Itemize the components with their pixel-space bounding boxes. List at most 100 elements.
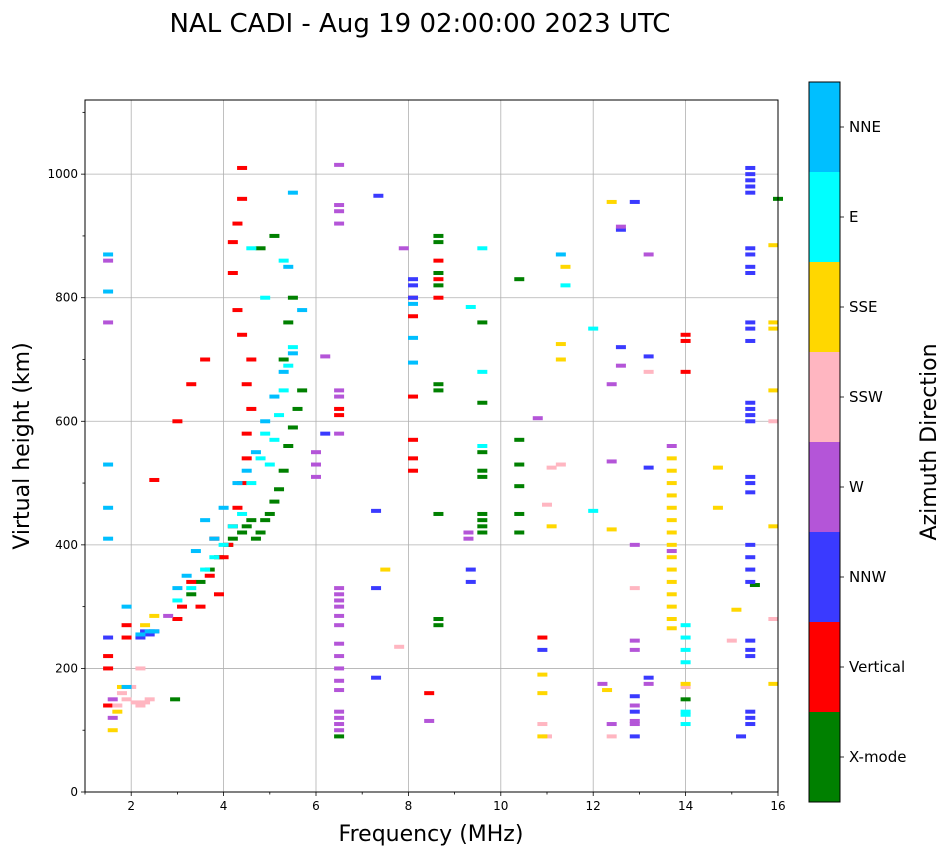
data-point	[666, 493, 677, 498]
y-tick-label: 400	[55, 538, 78, 552]
data-point	[745, 722, 756, 727]
data-point	[140, 700, 151, 705]
data-point	[334, 641, 345, 646]
data-point	[278, 258, 289, 263]
data-point	[680, 681, 691, 686]
data-point	[287, 351, 298, 356]
data-point	[463, 536, 474, 541]
data-point	[227, 271, 238, 275]
data-point	[463, 530, 474, 535]
data-point	[107, 697, 118, 702]
data-point	[408, 468, 419, 473]
data-point	[537, 672, 548, 677]
data-point	[371, 508, 382, 513]
data-point	[172, 586, 183, 591]
data-point	[241, 382, 252, 387]
data-point	[283, 264, 294, 269]
data-point	[666, 604, 677, 609]
data-point	[269, 233, 280, 238]
data-point	[643, 252, 654, 257]
data-point	[241, 524, 252, 529]
data-point	[745, 481, 756, 486]
data-point	[408, 437, 419, 442]
data-point	[408, 456, 419, 461]
data-point	[283, 320, 294, 325]
data-point	[200, 567, 211, 572]
data-point	[433, 240, 444, 245]
data-point	[195, 604, 206, 609]
data-point	[477, 518, 488, 523]
data-point	[745, 246, 756, 251]
data-point	[103, 654, 114, 659]
data-point	[246, 481, 257, 486]
data-point	[149, 629, 160, 634]
data-point	[597, 681, 608, 686]
x-tick-label: 8	[405, 799, 413, 813]
data-point	[745, 555, 756, 560]
data-point	[514, 511, 525, 516]
data-point	[666, 518, 677, 523]
data-point	[334, 388, 345, 393]
colorbar-tick-label: SSE	[849, 298, 878, 316]
data-point	[278, 388, 289, 393]
data-point	[745, 190, 756, 195]
data-point	[680, 697, 691, 702]
x-tick-label: 16	[770, 799, 785, 813]
data-point	[643, 369, 654, 374]
data-point	[465, 304, 476, 309]
y-tick-label: 200	[55, 661, 78, 675]
data-point	[144, 632, 155, 637]
data-point	[135, 635, 146, 640]
data-point	[255, 246, 266, 251]
data-point	[768, 681, 779, 686]
data-point	[643, 465, 654, 470]
data-point	[274, 487, 285, 492]
data-point	[250, 450, 261, 455]
data-point	[560, 264, 571, 269]
colorbar-tick-label: SSW	[849, 388, 883, 406]
data-point	[745, 715, 756, 720]
data-point	[745, 474, 756, 479]
colorbar-swatch	[809, 442, 840, 532]
data-point	[334, 678, 345, 683]
data-point	[237, 165, 248, 170]
data-point	[629, 703, 640, 708]
data-point	[745, 320, 756, 325]
x-tick-label: 4	[220, 799, 228, 813]
colorbar-tick-label: W	[849, 478, 864, 496]
data-point	[334, 406, 345, 411]
data-point	[680, 684, 691, 689]
data-point	[107, 715, 118, 720]
data-point	[542, 502, 552, 507]
data-point	[408, 335, 419, 340]
data-point	[278, 468, 289, 473]
data-point	[246, 406, 257, 411]
data-point	[334, 722, 345, 727]
data-point	[287, 425, 298, 430]
data-point	[680, 338, 691, 343]
data-point	[477, 246, 488, 251]
data-point	[433, 271, 444, 275]
data-point	[237, 332, 248, 337]
data-point	[311, 450, 321, 455]
data-point	[232, 308, 243, 313]
data-point	[130, 700, 141, 705]
data-point	[334, 209, 345, 214]
data-point	[680, 623, 691, 628]
data-point	[768, 524, 779, 529]
colorbar-swatch	[809, 172, 840, 262]
colorbar: X-mode Vertical NNW W SSW SSE E NNE	[808, 81, 906, 803]
data-point	[172, 419, 183, 424]
data-point	[768, 243, 779, 248]
data-point	[666, 617, 677, 621]
data-point	[606, 382, 617, 387]
colorbar-swatch	[809, 262, 840, 352]
data-point	[287, 190, 298, 195]
data-point	[186, 586, 197, 591]
data-point	[121, 623, 132, 628]
data-point	[629, 638, 640, 643]
data-point	[107, 728, 118, 733]
data-point	[629, 542, 640, 547]
data-point	[745, 579, 756, 584]
data-point	[546, 465, 557, 470]
